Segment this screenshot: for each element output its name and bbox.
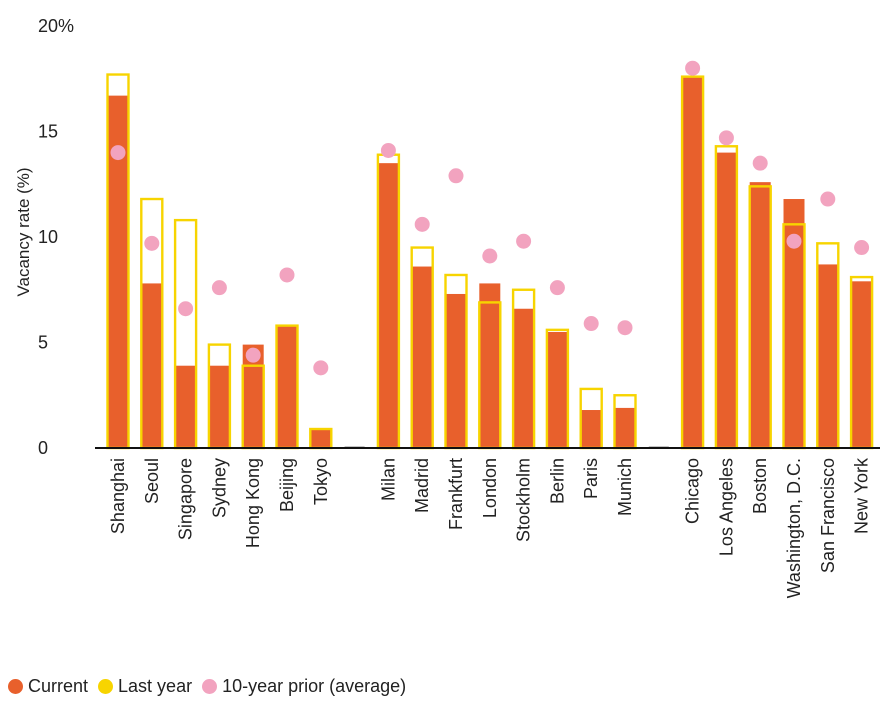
point-10-year-beijing — [279, 267, 295, 283]
x-tick-label-london: London — [480, 458, 500, 518]
x-tick-label-tokyo: Tokyo — [311, 458, 331, 505]
x-tick-label-milan: Milan — [378, 458, 398, 501]
x-tick-label-shanghai: Shanghai — [108, 458, 128, 534]
legend-swatch-current — [8, 679, 23, 694]
bar-current-paris — [580, 410, 602, 448]
x-tick-label-madrid: Madrid — [412, 458, 432, 513]
point-10-year-london — [482, 248, 498, 264]
bar-current-sydney — [208, 365, 230, 448]
y-tick-label: 5 — [38, 333, 48, 353]
x-tick-label-chicago: Chicago — [683, 458, 703, 524]
bar-current-boston — [749, 182, 771, 448]
bar-current-frankfurt — [445, 293, 467, 448]
x-tick-label-munich: Munich — [615, 458, 635, 516]
point-10-year-chicago — [685, 60, 701, 76]
legend-item-current: Current — [8, 676, 88, 697]
x-tick-label-berlin: Berlin — [547, 458, 567, 504]
y-axis-ticks: 0 5 10 15 20% — [38, 16, 74, 458]
point-10-year-boston — [752, 155, 768, 171]
bar-current-new-york — [851, 281, 873, 448]
x-tick-label-frankfurt: Frankfurt — [446, 458, 466, 530]
bar-current-singapore — [175, 365, 197, 448]
y-tick-label: 0 — [38, 438, 48, 458]
point-10-year-paris — [583, 316, 599, 332]
point-10-year-seoul — [144, 235, 160, 251]
point-10-year-sydney — [211, 280, 227, 296]
legend-label-current: Current — [28, 676, 89, 696]
x-tick-label-los-angeles: Los Angeles — [716, 458, 736, 556]
legend-label-last-year: Last year — [118, 676, 193, 696]
bar-current-hong-kong — [242, 344, 264, 448]
legend-swatch-last-year — [98, 679, 114, 694]
x-tick-label-sydney: Sydney — [209, 458, 229, 518]
vacancy-rate-chart: Vacancy rate (%) 0 5 10 15 20% Shanghai Seoul… — [14, 16, 880, 598]
point-10-year-new-york — [854, 240, 870, 256]
point-10-year-frankfurt — [448, 168, 464, 184]
point-10-year-munich — [617, 320, 633, 336]
point-10-year-shanghai — [110, 145, 126, 161]
x-tick-label-hong-kong: Hong Kong — [243, 458, 263, 548]
point-10-year-tokyo — [313, 360, 329, 376]
y-tick-label: 15 — [38, 122, 58, 142]
legend-swatch-ten-year — [202, 679, 218, 694]
bar-current-tokyo — [310, 429, 332, 448]
x-axis-tick-labels: Shanghai Seoul Singapore Sydney Hong Kong Bei… — [108, 457, 872, 598]
x-tick-label-washington-d-c: Washington, D.C. — [784, 458, 804, 598]
y-tick-label: 10 — [38, 227, 58, 247]
bar-current-stockholm — [513, 308, 535, 448]
legend-label-ten-year: 10-year prior (average) — [222, 676, 407, 696]
chart-marks — [106, 60, 874, 450]
y-tick-label: 20% — [38, 16, 74, 36]
bar-current-munich — [614, 407, 636, 448]
point-10-year-los-angeles — [718, 130, 734, 146]
bar-current-beijing — [276, 325, 298, 448]
bar-current-san-francisco — [817, 264, 839, 448]
legend-item-last-year: Last year — [98, 676, 192, 697]
bar-current-madrid — [411, 266, 433, 448]
bar-current-milan — [377, 163, 399, 448]
x-tick-label-san-francisco: San Francisco — [818, 458, 838, 573]
x-tick-label-paris: Paris — [581, 458, 601, 499]
x-tick-label-singapore: Singapore — [176, 458, 196, 540]
point-10-year-singapore — [178, 301, 194, 317]
point-10-year-san-francisco — [820, 191, 836, 207]
y-axis-label: Vacancy rate (%) — [14, 167, 33, 296]
point-10-year-berlin — [549, 280, 565, 296]
x-tick-label-seoul: Seoul — [142, 458, 162, 504]
point-10-year-milan — [380, 142, 396, 158]
bar-current-berlin — [546, 331, 568, 448]
bar-current-seoul — [141, 283, 163, 448]
legend: Current Last year 10-year prior (average… — [8, 676, 416, 697]
bar-current-chicago — [682, 76, 704, 448]
point-10-year-washington-d-c — [786, 233, 802, 249]
bar-current-washington-d-c — [783, 199, 805, 448]
bar-current-london — [479, 283, 501, 448]
point-10-year-stockholm — [516, 233, 532, 249]
legend-item-ten-year: 10-year prior (average) — [202, 676, 406, 697]
point-10-year-madrid — [414, 216, 430, 232]
bar-current-los-angeles — [715, 152, 737, 448]
bar-current-shanghai — [107, 95, 129, 448]
x-tick-label-new-york: New York — [852, 457, 872, 534]
point-10-year-hong-kong — [245, 347, 261, 363]
x-tick-label-beijing: Beijing — [277, 458, 297, 512]
x-tick-label-boston: Boston — [750, 458, 770, 514]
x-tick-label-stockholm: Stockholm — [514, 458, 534, 542]
